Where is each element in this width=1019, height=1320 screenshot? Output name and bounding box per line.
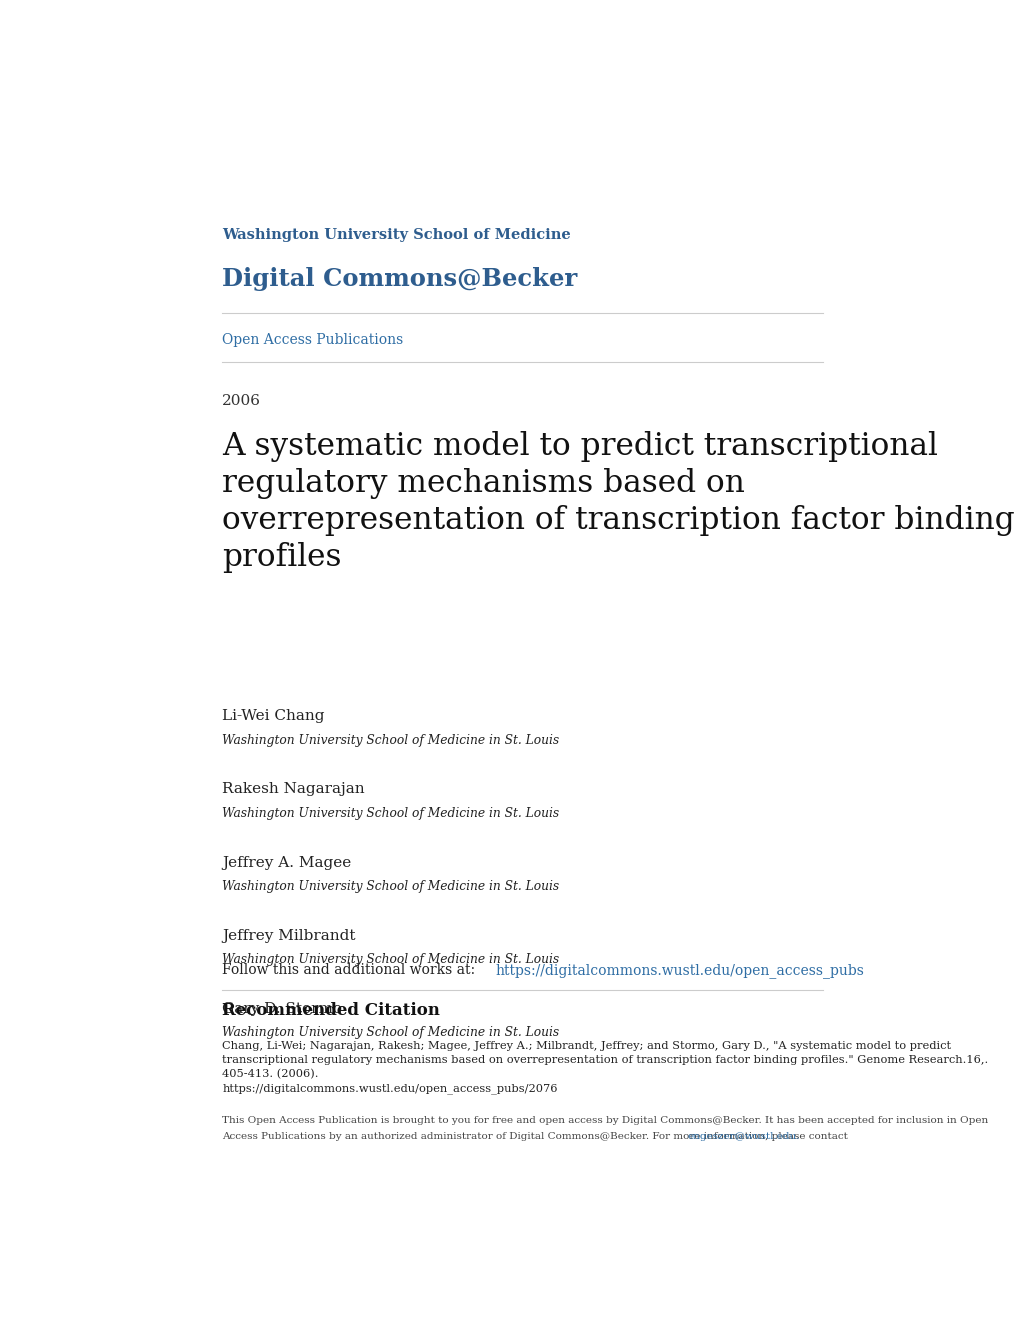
Text: Jeffrey Milbrandt: Jeffrey Milbrandt — [222, 929, 356, 942]
Text: engeszer@wustl.edu.: engeszer@wustl.edu. — [687, 1133, 799, 1140]
Text: Washington University School of Medicine in St. Louis: Washington University School of Medicine… — [222, 1027, 559, 1039]
Text: Jeffrey A. Magee: Jeffrey A. Magee — [222, 855, 352, 870]
Text: https://digitalcommons.wustl.edu/open_access_pubs: https://digitalcommons.wustl.edu/open_ac… — [495, 964, 864, 978]
Text: Washington University School of Medicine in St. Louis: Washington University School of Medicine… — [222, 880, 559, 894]
Text: Open Access Publications: Open Access Publications — [222, 333, 404, 347]
Text: Follow this and additional works at:: Follow this and additional works at: — [222, 964, 479, 977]
Text: Li-Wei Chang: Li-Wei Chang — [222, 709, 324, 723]
Text: Washington University School of Medicine in St. Louis: Washington University School of Medicine… — [222, 807, 559, 820]
Text: Digital Commons@Becker: Digital Commons@Becker — [222, 267, 577, 292]
Text: Access Publications by an authorized administrator of Digital Commons@Becker. Fo: Access Publications by an authorized adm… — [222, 1133, 851, 1140]
Text: Recommended Citation: Recommended Citation — [222, 1002, 440, 1019]
Text: A systematic model to predict transcriptional
regulatory mechanisms based on
ove: A systematic model to predict transcript… — [222, 430, 1014, 573]
Text: 2006: 2006 — [222, 395, 261, 408]
Text: This Open Access Publication is brought to you for free and open access by Digit: This Open Access Publication is brought … — [222, 1115, 987, 1125]
Text: Rakesh Nagarajan: Rakesh Nagarajan — [222, 783, 365, 796]
Text: Chang, Li-Wei; Nagarajan, Rakesh; Magee, Jeffrey A.; Milbrandt, Jeffrey; and Sto: Chang, Li-Wei; Nagarajan, Rakesh; Magee,… — [222, 1040, 987, 1094]
Text: Washington University School of Medicine in St. Louis: Washington University School of Medicine… — [222, 734, 559, 747]
Text: Washington University School of Medicine in St. Louis: Washington University School of Medicine… — [222, 953, 559, 966]
Text: Gary D. Stormo: Gary D. Stormo — [222, 1002, 342, 1016]
Text: Washington University School of Medicine: Washington University School of Medicine — [222, 228, 571, 242]
